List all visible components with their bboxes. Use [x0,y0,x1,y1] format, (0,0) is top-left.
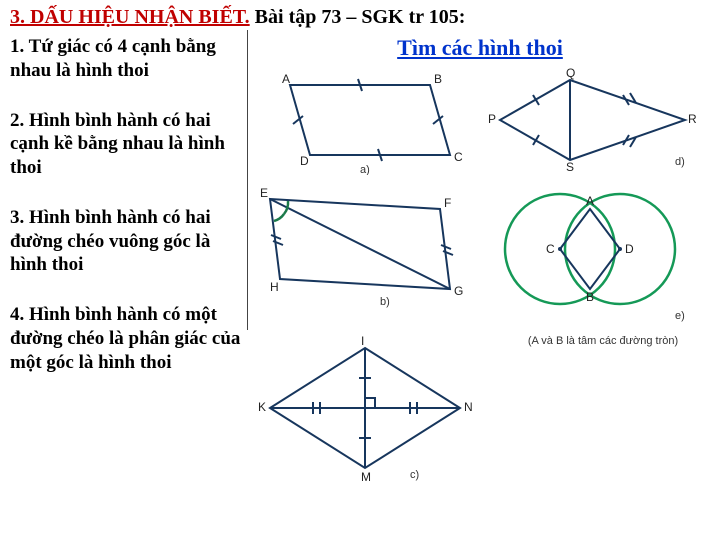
fig-e-C: C [546,242,555,256]
fig-a: A B C D a) [250,65,470,175]
fig-b-cap: b) [380,296,390,308]
fig-e-note: (A và B là tâm các đường tròn) [488,335,718,347]
fig-d-Q: Q [566,66,575,80]
fig-a-D: D [300,154,309,168]
subtitle: Tìm các hình thoi [250,35,710,61]
fig-a-C: C [454,150,463,164]
fig-d-R: R [688,112,697,126]
fig-c: I K M N c) [250,333,480,483]
left-column: 1. Tứ giác có 4 cạnh bằng nhau là hình t… [10,35,250,483]
prop-2: 2. Hình bình hành có hai cạnh kề bằng nh… [10,109,242,180]
fig-c-N: N [464,400,473,414]
page-header: 3. DẤU HIỆU NHẬN BIẾT. Bài tập 73 – SGK … [10,6,710,29]
right-column: Tìm các hình thoi A B C D a) [250,35,710,483]
fig-b-F: F [444,196,451,210]
fig-a-B: B [434,72,442,86]
fig-c-I: I [361,334,364,348]
fig-e-D: B [586,290,594,304]
fig-d-S: S [566,160,574,174]
fig-c-cap: c) [410,469,419,481]
header-black: Bài tập 73 – SGK tr 105: [250,6,466,28]
fig-e: A D C B e) [480,179,710,339]
fig-e-B: D [625,242,634,256]
prop-4: 4. Hình bình hành có một đường chéo là p… [10,303,242,374]
main-layout: 1. Tứ giác có 4 cạnh bằng nhau là hình t… [10,35,710,483]
fig-d-P: P [488,112,496,126]
fig-a-A: A [282,72,290,86]
divider-line [247,30,248,330]
fig-d-cap: d) [675,156,685,168]
fig-b-G: G [454,284,463,298]
prop-3: 3. Hình bình hành có hai đường chéo vuôn… [10,206,242,277]
fig-e-cap: e) [675,310,685,322]
fig-b-H: H [270,280,279,294]
fig-c-K: K [258,400,266,414]
fig-d: P Q R S d) [480,65,700,175]
header-red: 3. DẤU HIỆU NHẬN BIẾT. [10,6,250,28]
fig-a-cap: a) [360,164,370,175]
prop-1: 1. Tứ giác có 4 cạnh bằng nhau là hình t… [10,35,242,83]
fig-b: E F G H b) [250,179,470,309]
fig-e-A: A [586,194,594,208]
fig-c-M: M [361,470,371,483]
fig-b-E: E [260,186,268,200]
